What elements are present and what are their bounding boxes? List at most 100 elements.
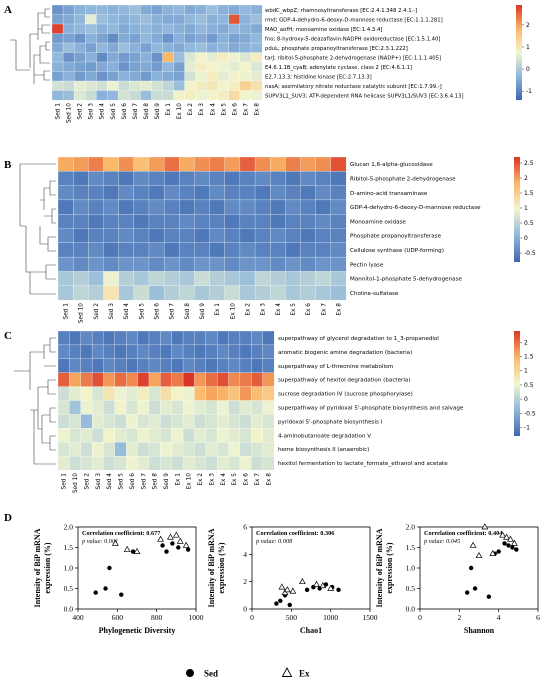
heat-cell: [137, 386, 150, 401]
heat-cell: [137, 344, 150, 360]
heat-cell: [285, 185, 301, 201]
heat-cell: [262, 344, 275, 360]
heat-cell: [179, 214, 195, 229]
heat-cell: [300, 185, 317, 201]
row-label: wbdC_wbpZ; rhamnosyltransferase [EC:2.4.…: [265, 8, 417, 14]
heat-cell: [129, 52, 141, 63]
heat-cell: [194, 330, 207, 346]
y-axis-title: expression (%): [217, 542, 226, 594]
heat-cell: [114, 414, 127, 429]
heat-cell: [194, 455, 207, 471]
colorbar-tick-label: 2: [524, 175, 528, 182]
heat-cell: [96, 14, 108, 25]
heat-cell: [251, 358, 263, 374]
heat-cell: [126, 442, 138, 457]
colorbar-tick-label: 0: [526, 66, 530, 73]
heat-cell: [194, 386, 207, 401]
column-label: Sed 10: [73, 473, 79, 493]
heat-cell: [182, 372, 195, 387]
sed-point: [468, 565, 474, 571]
heat-cell: [118, 71, 130, 82]
heat-cell: [163, 256, 180, 272]
heat-cell: [228, 344, 241, 360]
colorbar-tick-label: 1: [526, 44, 530, 51]
sed-point: [486, 594, 492, 599]
correlation-annotation: Correlation coefficient: 0.306: [256, 530, 334, 537]
heat-cell: [239, 330, 252, 346]
column-label: Ex 1: [175, 473, 181, 486]
x-axis-title: Shannon: [464, 626, 495, 635]
row-label: superpathway of hexitol degradation (bac…: [278, 378, 411, 384]
heat-cell: [285, 256, 301, 272]
heat-cell: [162, 33, 174, 44]
row-label: D-amino-acid transaminase: [350, 191, 428, 197]
sed-point: [514, 547, 519, 552]
column-label: Sed 3: [109, 303, 115, 320]
column-label: Ex 1: [215, 303, 221, 316]
heat-cell: [182, 330, 195, 346]
colorbar-tick-label: -0.5: [524, 410, 536, 417]
correlation-annotation: Correlation coefficient: 0.404: [424, 530, 503, 537]
ex-point: [182, 541, 190, 548]
heat-cell: [137, 400, 150, 415]
legend-ex-label: Ex: [299, 669, 310, 679]
heat-cell: [206, 4, 219, 15]
heat-cell: [126, 386, 138, 401]
heat-cell: [270, 214, 286, 229]
column-labels-c: Sed 1 Sed 10 Sed 2 Sed 3 Sed 4 Sed 5 Sed 6 Sed …: [62, 473, 273, 493]
heat-cell: [195, 4, 208, 15]
heat-cell: [270, 156, 286, 172]
heat-cell: [57, 156, 74, 172]
heat-cell: [80, 344, 93, 360]
heat-cell: [217, 71, 230, 82]
heat-cell: [217, 414, 229, 429]
heat-cell: [171, 330, 184, 346]
heat-cell: [239, 90, 252, 101]
ex-point: [284, 586, 291, 593]
y-tick-label: 1.0: [64, 564, 74, 573]
heat-cell: [315, 271, 332, 287]
heat-cell: [251, 344, 263, 360]
column-label: Sed 7: [141, 473, 147, 490]
heat-cell: [194, 400, 207, 415]
heat-cell: [205, 386, 218, 401]
heat-cell: [129, 42, 141, 53]
heat-cell: [163, 271, 180, 287]
heat-cell: [163, 156, 180, 172]
sed-point: [185, 547, 191, 552]
heat-cell: [96, 52, 108, 63]
heat-cell: [239, 33, 252, 44]
heat-cell: [88, 171, 104, 186]
sed-point: [336, 587, 341, 593]
ex-point: [289, 587, 297, 594]
heat-cell: [285, 171, 301, 186]
heat-cell: [217, 330, 229, 346]
heat-cell: [73, 33, 86, 44]
heat-cell: [85, 42, 97, 53]
heat-cell: [62, 33, 75, 44]
heat-cell: [137, 330, 150, 346]
heat-cell: [163, 228, 180, 244]
column-label: Ex 5: [291, 303, 297, 316]
ex-point: [503, 533, 510, 540]
row-label: aromatic biogenic amine degradation (bac…: [278, 350, 412, 356]
row-label: Choline-sulfatase: [350, 291, 399, 297]
y-axis-title: expression (%): [43, 542, 52, 594]
heat-cell: [195, 71, 208, 82]
x-tick-label: 600: [112, 613, 124, 622]
heat-cell: [217, 61, 230, 72]
heat-cell: [194, 344, 207, 360]
heat-cell: [182, 344, 195, 360]
heat-cell: [205, 414, 218, 429]
heat-cell: [206, 33, 219, 44]
heat-cell: [194, 199, 210, 215]
heat-cell: [129, 80, 141, 91]
sed-point: [274, 601, 279, 606]
row-dendrogram-a: [10, 8, 50, 84]
heat-cell: [162, 90, 174, 101]
sed-point: [472, 586, 478, 591]
heat-cell: [162, 71, 174, 82]
heat-cell: [148, 330, 161, 346]
heat-cell: [250, 33, 263, 44]
heat-cell: [205, 400, 218, 415]
